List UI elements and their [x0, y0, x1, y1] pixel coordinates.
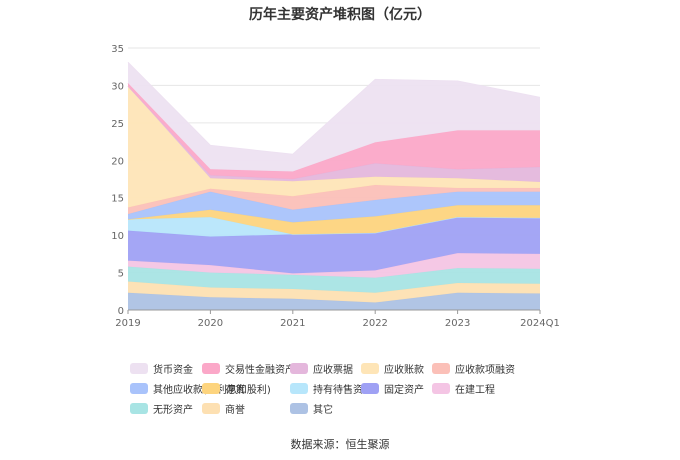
data-source-note: 数据来源：恒生聚源: [290, 438, 390, 451]
legend-label: 交易性金融资产: [225, 364, 295, 376]
x-tick-label: 2022: [362, 318, 387, 329]
area-无形资产: [128, 266, 540, 293]
legend-label: 固定资产: [384, 384, 424, 396]
legend-label: 应收账款: [384, 364, 424, 376]
legend-swatch: [202, 382, 220, 394]
x-tick-label: 2024Q1: [520, 318, 560, 329]
legend-item[interactable]: 应收款项融资: [432, 361, 515, 376]
area-应收账款: [128, 86, 540, 208]
legend-swatch: [202, 362, 220, 374]
area-在建工程: [128, 253, 540, 278]
legend-label: 持有待售资产: [313, 384, 373, 396]
y-tick-label: 15: [111, 194, 124, 205]
y-tick-label: 25: [111, 119, 124, 130]
x-tick-label: 2021: [280, 318, 305, 329]
legend-item[interactable]: 持有待售资产: [290, 381, 373, 396]
area-其它: [128, 292, 540, 310]
legend-item[interactable]: 商誉: [202, 401, 290, 416]
legend-label: 应收票据: [313, 364, 353, 376]
x-tick-label: 2023: [445, 318, 470, 329]
area-商誉: [128, 281, 540, 303]
legend-swatch: [361, 382, 379, 394]
y-tick-label: 35: [111, 44, 124, 55]
legend-item[interactable]: 其他应收款(含利息和股利): [130, 381, 271, 396]
legend-swatch: [290, 362, 308, 374]
area-edge-货币资金: [127, 61, 541, 155]
axes: 0 5 10 15 20 25 30 35 2019 2020 2021 2022 2023 2024Q1: [111, 44, 560, 329]
x-tick-label: 2019: [115, 318, 140, 329]
y-tick-label: 10: [111, 231, 124, 242]
legend-swatch: [290, 402, 308, 414]
legend-item[interactable]: 其它: [290, 401, 333, 416]
legend-item[interactable]: 交易性金融资产: [202, 361, 295, 376]
legend-label: 无形资产: [153, 404, 193, 416]
area-交易性金融资产: [128, 83, 540, 179]
legend-swatch: [432, 362, 450, 374]
legend-label: 货币资金: [153, 364, 193, 376]
y-tick-label: 20: [111, 156, 124, 167]
legend-item[interactable]: 固定资产: [361, 381, 432, 396]
legend-item[interactable]: 应收票据: [290, 361, 361, 376]
area-应收票据: [128, 86, 540, 182]
legend-label: 存货: [225, 384, 245, 396]
legend-label: 商誉: [225, 404, 245, 416]
legend-label: 在建工程: [455, 384, 495, 396]
legend-swatch: [361, 362, 379, 374]
area-固定资产: [128, 217, 540, 274]
legend-label: 应收款项融资: [455, 364, 515, 376]
legend-item[interactable]: 无形资产: [130, 401, 202, 416]
area-其他应收款(含利息和股利): [128, 191, 540, 223]
area-持有待售资产: [128, 217, 540, 237]
y-tick-label: 0: [118, 306, 124, 317]
y-tick-label: 30: [111, 81, 124, 92]
legend-swatch: [432, 382, 450, 394]
legend-swatch: [130, 362, 148, 374]
legend-item[interactable]: 在建工程: [432, 381, 495, 396]
legend-item[interactable]: 存货: [202, 381, 290, 396]
legend-row: 货币资金 交易性金融资产 应收票据 应收账款 应收款项融资: [130, 358, 570, 378]
legend-item[interactable]: 应收账款: [361, 361, 432, 376]
area-series: [127, 61, 541, 310]
legend-swatch: [202, 402, 220, 414]
legend: 货币资金 交易性金融资产 应收票据 应收账款 应收款项融资其他应收款(含利息和股利)存货…: [130, 358, 570, 418]
legend-swatch: [130, 382, 148, 394]
legend-swatch: [290, 382, 308, 394]
legend-item[interactable]: 货币资金: [130, 361, 202, 376]
x-tick-label: 2020: [198, 318, 223, 329]
area-货币资金: [128, 62, 540, 172]
chart-title: 历年主要资产堆积图（亿元）: [249, 7, 431, 23]
y-tick-label: 5: [118, 269, 124, 280]
legend-swatch: [130, 402, 148, 414]
legend-row: 无形资产 商誉 其它: [130, 398, 570, 418]
area-应收款项融资: [128, 184, 540, 215]
legend-label: 其它: [313, 404, 333, 416]
